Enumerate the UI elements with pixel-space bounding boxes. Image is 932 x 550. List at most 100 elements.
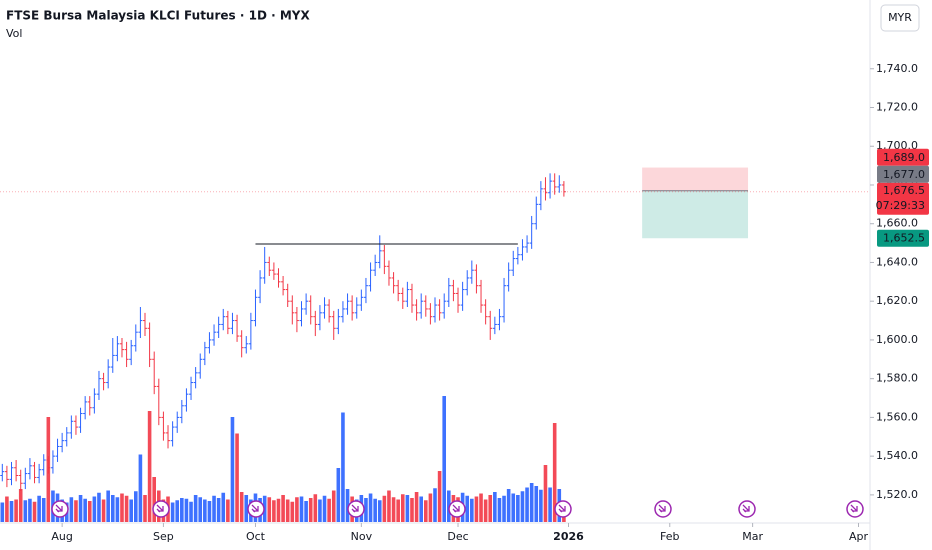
volume-bar	[203, 499, 207, 522]
volume-bar	[479, 493, 483, 522]
volume-bar	[313, 494, 318, 522]
price-label-box	[877, 229, 929, 247]
volume-bar	[493, 492, 497, 522]
volume-bar	[235, 433, 239, 522]
event-icon-arrow	[156, 504, 164, 513]
x-tick-label: Nov	[351, 530, 373, 543]
volume-bar	[23, 500, 28, 522]
y-tick-label: 1,720.0	[876, 100, 918, 113]
x-tick-label: Apr	[849, 530, 869, 543]
volume-bar	[419, 496, 423, 522]
volume-bar	[400, 494, 405, 522]
volume-bar	[295, 497, 299, 522]
volume-bar	[428, 493, 433, 522]
volume-bar	[180, 498, 184, 522]
volume-bar	[364, 498, 368, 522]
volume-bar	[336, 468, 341, 522]
volume-bar	[189, 501, 193, 522]
volume-bar	[175, 500, 180, 522]
volume-bar	[0, 502, 5, 522]
x-tick-label: Sep	[153, 530, 174, 543]
target-zone	[642, 190, 749, 239]
volume-bar	[377, 500, 382, 522]
y-tick-label: 1,660.0	[876, 217, 918, 230]
volume-bar	[373, 498, 377, 522]
y-tick-label: 1,640.0	[876, 255, 918, 268]
volume-bar	[74, 500, 78, 522]
volume-bar	[272, 500, 276, 522]
volume-bar	[516, 495, 520, 522]
volume-bar	[110, 495, 115, 522]
volume-bar	[87, 501, 92, 522]
volume-bar	[465, 495, 470, 522]
volume-bar	[511, 493, 516, 522]
event-icon-arrow	[850, 504, 858, 513]
volume-bar	[345, 489, 350, 522]
event-icon-arrow	[452, 504, 460, 513]
price-label: 1,689.0	[883, 151, 925, 164]
stop-zone	[642, 167, 749, 191]
volume-bar	[41, 498, 46, 522]
volume-bar	[539, 489, 543, 522]
volume-bar	[115, 497, 120, 522]
volume-bar	[124, 495, 129, 522]
volume-bar	[120, 493, 124, 522]
volume-bar	[5, 496, 9, 522]
volume-bar	[331, 490, 336, 522]
volume-bar	[442, 396, 447, 522]
volume-bar	[221, 492, 226, 522]
volume-bar	[391, 497, 396, 522]
volume-bar	[276, 498, 281, 522]
y-tick-label: 1,740.0	[876, 62, 918, 75]
volume-bar	[506, 489, 511, 522]
volume-bar	[341, 412, 345, 522]
volume-bar	[138, 454, 143, 522]
last-price-label: 1,676.5	[883, 184, 925, 197]
volume-bar	[299, 496, 304, 522]
plot: 1,520.0 1,540.0 1,560.0 1,580.0 1,600.0 1,620…	[0, 62, 929, 543]
volume-bar	[281, 495, 285, 522]
price-label: 1,677.0	[883, 168, 925, 181]
volume-bar	[368, 493, 373, 522]
volume-bar	[396, 499, 400, 522]
volume-bar	[548, 487, 552, 522]
volume-bar	[37, 495, 41, 522]
event-icon-arrow	[251, 504, 259, 513]
price-label-box	[877, 165, 929, 183]
x-tick-label: Dec	[447, 530, 468, 543]
event-icon-arrow	[55, 504, 63, 513]
volume-bar	[239, 492, 244, 522]
volume-bar	[28, 498, 32, 522]
price-label-box	[877, 148, 929, 166]
price-label: 1,652.5	[883, 232, 925, 245]
volume-bar	[184, 498, 189, 522]
volume-bar	[470, 498, 474, 522]
event-icon-arrow	[558, 504, 566, 513]
volume-bar	[327, 498, 331, 522]
volume-bar	[244, 495, 249, 522]
x-tick-label: 2026	[553, 530, 584, 543]
currency-button[interactable]	[880, 4, 920, 32]
volume-bar	[143, 495, 147, 522]
volume-bar	[97, 492, 101, 522]
volume-bar	[212, 495, 216, 522]
volume-title: Vol	[6, 27, 22, 40]
currency-label[interactable]: MYR	[888, 11, 912, 24]
volume-bar	[267, 497, 272, 522]
volume-bar	[410, 498, 414, 522]
event-icon-arrow	[658, 504, 666, 513]
x-tick-label: Oct	[246, 530, 266, 543]
volume-bar	[322, 495, 327, 522]
volume-bar	[230, 417, 235, 522]
event-icon-arrow	[742, 504, 750, 513]
volume-bar	[207, 501, 212, 522]
volume-bar	[193, 495, 198, 522]
volume-bar	[101, 499, 106, 522]
volume-bar	[216, 498, 221, 522]
y-tick-label: 1,560.0	[876, 410, 918, 423]
volume-bar	[414, 492, 419, 522]
volume-bar	[83, 498, 87, 522]
volume-bar	[423, 500, 428, 522]
volume-bar	[304, 501, 308, 522]
